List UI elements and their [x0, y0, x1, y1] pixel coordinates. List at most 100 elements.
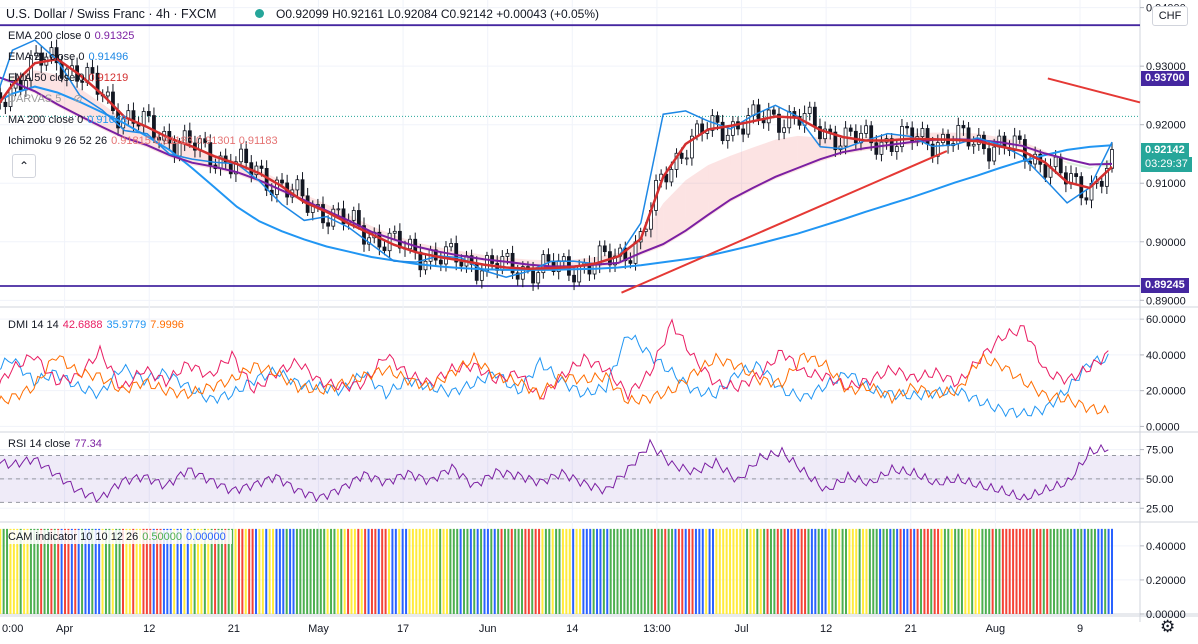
candle-body: [459, 261, 464, 267]
currency-button[interactable]: CHF: [1152, 6, 1188, 26]
market-status-dot: [255, 9, 264, 18]
cam-value-1: 0.50000: [142, 531, 183, 543]
rsi-line: [0, 438, 1109, 503]
x-tick-label: Jun: [479, 623, 497, 635]
y-tick-label: 25.00: [1146, 503, 1174, 515]
candle-body: [187, 130, 192, 144]
ma200-line: [0, 85, 1113, 271]
candle-body: [341, 208, 346, 225]
candle-body: [351, 210, 356, 221]
candle-body: [444, 246, 448, 265]
candle-body: [741, 128, 746, 135]
ema200-line: [0, 76, 1113, 268]
candle-body: [900, 126, 904, 148]
candle-body: [515, 272, 520, 280]
x-tick-label: 21: [905, 623, 917, 635]
candle-body: [1104, 167, 1109, 187]
eye-hidden-icon[interactable]: ⊘: [73, 93, 83, 105]
candle-body: [725, 134, 730, 142]
candle-body: [321, 204, 325, 224]
last-price-tag: 0.92142: [1141, 143, 1189, 158]
candle-body: [746, 115, 751, 135]
trend-line: [1047, 77, 1141, 104]
candle-body: [628, 260, 633, 264]
settings-gear-icon[interactable]: ⚙: [1160, 617, 1176, 636]
dmi-value-2: 35.9779: [106, 319, 147, 331]
candle-body: [331, 208, 336, 227]
ichimoku-cloud-segment: [730, 147, 753, 202]
legend-ema200[interactable]: EMA 200 close 0 0.91325: [8, 29, 138, 43]
candle-body: [1110, 149, 1114, 169]
candle-body: [295, 179, 300, 191]
x-tick-label: May: [308, 623, 329, 635]
dmi-legend[interactable]: DMI 14 14 42.6888 35.9779 7.9996: [8, 318, 188, 332]
candle-body: [505, 252, 510, 257]
collapse-legend-button[interactable]: ⌃: [12, 154, 36, 178]
legend-ema21[interactable]: EMA 21 close 0 0.91496: [8, 50, 132, 64]
candlesticks: [0, 39, 1114, 291]
symbol-title[interactable]: U.S. Dollar / Swiss Franc · 4h · FXCM: [6, 7, 217, 21]
y-tick-label: 0.40000: [1146, 541, 1186, 553]
candle-body: [1099, 180, 1104, 187]
resistance-price-tag: 0.93700: [1141, 71, 1189, 86]
candle-body: [818, 126, 822, 140]
legend-ichimoku[interactable]: Ichimoku 9 26 52 26 0.91815 0.91183 0.913…: [8, 134, 282, 148]
x-tick-label: 12: [820, 623, 832, 635]
candle-body: [966, 127, 971, 147]
candle-body: [987, 148, 991, 162]
bar-countdown: 03:29:37: [1141, 157, 1192, 172]
candle-body: [782, 127, 787, 133]
candle-body: [382, 246, 387, 252]
candle-body: [80, 80, 85, 83]
candle-body: [300, 179, 305, 197]
x-tick-label: Jul: [735, 623, 749, 635]
rsi-value: 77.34: [74, 438, 102, 450]
legend-ma200[interactable]: MA 200 close 0 0.91648: [8, 113, 131, 127]
candle-body: [280, 179, 284, 184]
cam-value-2: 0.00000: [186, 531, 226, 543]
legend-ema200-label: EMA 200 close 0: [8, 30, 91, 42]
low-value: L0.92084: [387, 7, 438, 21]
candle-body: [1074, 173, 1079, 177]
y-tick-label: 0.20000: [1146, 575, 1186, 587]
candle-body: [131, 110, 136, 124]
candle-body: [39, 52, 44, 66]
candle-body: [715, 115, 720, 123]
y-tick-label: 20.0000: [1146, 386, 1186, 398]
candle-body: [869, 125, 874, 144]
candle-body: [49, 47, 54, 58]
candle-body: [536, 272, 541, 284]
candle-body: [613, 255, 617, 266]
candle-body: [695, 123, 699, 137]
y-tick-label: 0.89000: [1146, 295, 1186, 307]
dmi-value-3: 7.9996: [150, 319, 184, 331]
rsi-label: RSI 14 close: [8, 438, 71, 450]
candle-body: [392, 230, 397, 234]
x-tick-label: 0:00: [2, 623, 23, 635]
candle-body: [961, 125, 966, 129]
candle-body: [720, 121, 725, 142]
cam-legend[interactable]: CAM indicator 10 10 12 26 0.50000 0.00000: [8, 530, 232, 544]
support-price-tag: 0.89245: [1141, 278, 1189, 293]
candle-body: [777, 113, 781, 133]
x-tick-label: Apr: [56, 623, 73, 635]
candle-body: [812, 106, 817, 127]
rsi-legend[interactable]: RSI 14 close 77.34: [8, 437, 106, 451]
pane-grid-3: [0, 545, 1198, 617]
candle-body: [479, 270, 484, 281]
change-value: +0.00043 (+0.05%): [496, 7, 599, 21]
candle-body: [823, 128, 827, 140]
legend-ema50[interactable]: EMA 50 close 0 0.91219: [8, 71, 132, 85]
x-tick-label: 21: [228, 623, 240, 635]
legend-darvas-label: DARVAS 5: [8, 93, 62, 105]
candle-body: [146, 111, 151, 116]
dmi-value-1: 42.6888: [62, 319, 103, 331]
x-tick-label: 17: [397, 623, 409, 635]
trend-line: [621, 150, 948, 294]
legend-ma200-value: 0.91648: [87, 114, 127, 126]
legend-darvas[interactable]: DARVAS 5 ⊘: [8, 92, 87, 106]
legend-ema50-label: EMA 50 close 0: [8, 72, 85, 84]
cam-bars: [0, 528, 1113, 614]
